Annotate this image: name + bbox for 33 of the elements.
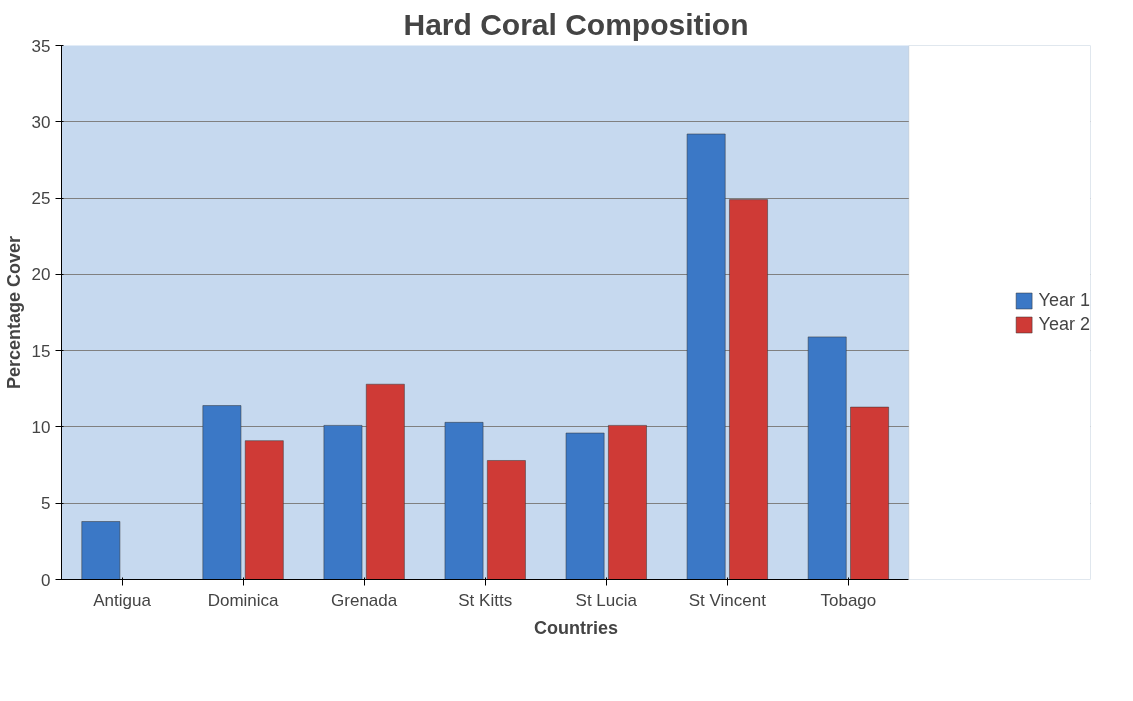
x-tick-label: St Kitts [458, 590, 513, 610]
y-axis-title: Percentage Cover [3, 235, 24, 390]
legend-label: Year 2 [1038, 313, 1090, 335]
y-tick-label: 10 [31, 417, 51, 437]
y-tick-label: 35 [31, 36, 51, 56]
bar [444, 422, 484, 580]
x-axis-title: Countries [534, 617, 619, 638]
x-tick-label: St Lucia [575, 590, 638, 610]
bar [366, 383, 405, 580]
x-tick-label: Dominica [207, 590, 280, 610]
bar [323, 425, 363, 580]
bar [686, 133, 726, 580]
bar [244, 440, 284, 580]
y-tick-label: 20 [31, 265, 51, 285]
y-tick-label: 15 [31, 341, 51, 361]
bar [807, 336, 847, 580]
bar [81, 521, 121, 580]
bar [729, 199, 768, 580]
y-tick-label: 5 [41, 494, 51, 514]
y-tick-label: 25 [31, 189, 51, 209]
y-tick-label: 30 [31, 112, 51, 132]
bar [608, 425, 647, 580]
x-tick-label: Antigua [93, 590, 152, 610]
bar [487, 460, 526, 580]
bar [850, 406, 889, 580]
x-tick-label: Tobago [820, 590, 877, 610]
chart-title: Hard Coral Composition [403, 7, 749, 41]
y-tick-label: 0 [41, 570, 51, 590]
x-tick-label: St Vincent [688, 590, 767, 610]
x-tick-label: Grenada [331, 590, 398, 610]
legend-label: Year 1 [1038, 289, 1090, 311]
bar [202, 405, 242, 580]
bar [565, 432, 605, 580]
